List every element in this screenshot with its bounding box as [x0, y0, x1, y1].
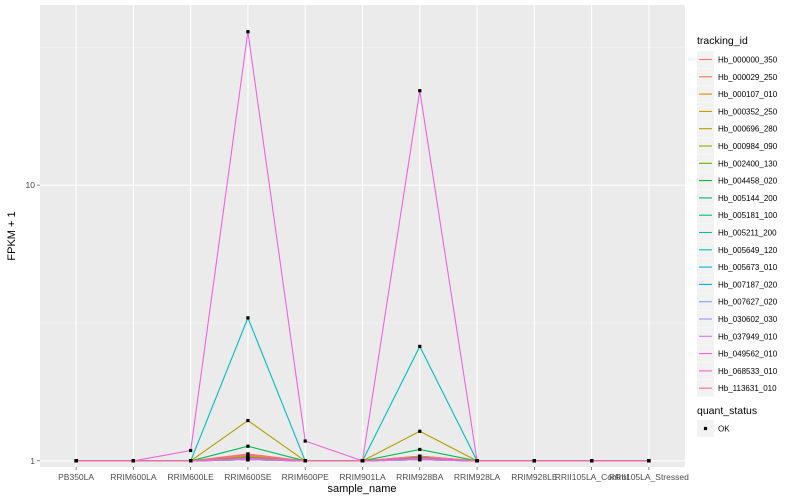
legend-label: Hb_002400_130: [718, 159, 778, 168]
y-axis: 1 10: [26, 180, 40, 466]
point-legend-label: OK: [718, 425, 730, 434]
x-tick-label: RRIM928BA: [396, 472, 444, 482]
data-point: [418, 344, 422, 349]
legend-label: Hb_000000_350: [718, 56, 778, 65]
x-tick-label: RRIM928LA: [454, 472, 501, 482]
x-tick-label: RRIM600LA: [110, 472, 157, 482]
legend-label: Hb_004458_020: [718, 177, 778, 186]
legend-label: Hb_049562_010: [718, 350, 778, 359]
data-point: [246, 453, 250, 457]
x-tick-label: RRIM600SE: [224, 472, 272, 482]
data-point: [475, 459, 479, 463]
legend: tracking_id Hb_000000_350Hb_000029_250Hb…: [697, 35, 778, 397]
point-legend: quant_status OK: [697, 405, 757, 437]
legend-label: Hb_037949_010: [718, 332, 778, 341]
x-tick-label: RRII105LA_Control: [555, 472, 629, 482]
data-point: [590, 459, 594, 463]
data-point: [131, 459, 135, 463]
y-tick-label: 10: [26, 180, 36, 190]
x-tick-label: RRIM600PE: [282, 472, 330, 482]
legend-label: Hb_000352_250: [718, 107, 778, 116]
y-axis-title: FPKM + 1: [6, 211, 18, 260]
x-tick-label: RRII105LA_Stressed: [609, 472, 689, 482]
data-point: [189, 448, 193, 453]
point-legend-title: quant_status: [697, 405, 757, 417]
data-point: [246, 444, 250, 448]
legend-label: Hb_007627_020: [718, 298, 778, 307]
data-point: [246, 418, 250, 423]
legend-label: Hb_005649_120: [718, 246, 778, 255]
legend-label: Hb_000107_010: [718, 90, 778, 99]
point-legend-marker: [703, 426, 708, 431]
point-legend-items: OK: [697, 420, 730, 437]
x-axis-title: sample_name: [327, 483, 396, 495]
legend-label: Hb_005144_200: [718, 194, 778, 203]
legend-label: Hb_005211_200: [718, 229, 777, 238]
legend-label: Hb_030602_030: [718, 315, 778, 324]
data-point: [189, 459, 193, 463]
data-point: [246, 30, 250, 34]
x-axis: PB350LA RRIM600LA RRIM600LE RRIM600SE RRIM60…: [58, 467, 689, 482]
data-point: [418, 429, 422, 433]
data-point: [246, 456, 250, 461]
legend-label: Hb_005673_010: [718, 263, 778, 272]
x-tick-label: PB350LA: [58, 472, 94, 482]
data-point: [418, 447, 422, 452]
data-point: [74, 459, 78, 463]
legend-label: Hb_000984_090: [718, 142, 778, 151]
data-point: [418, 454, 422, 458]
data-point: [418, 456, 422, 461]
data-point: [303, 439, 307, 443]
legend-label: Hb_113631_010: [718, 384, 777, 393]
legend-items: Hb_000000_350 Hb_000029_250 Hb_000107_010 H…: [697, 51, 778, 397]
data-point: [418, 89, 422, 93]
data-point: [360, 459, 365, 463]
legend-label: Hb_000696_280: [718, 125, 778, 134]
legend-label: Hb_007187_020: [718, 280, 778, 289]
legend-label: Hb_005181_100: [718, 211, 778, 220]
data-point: [647, 459, 651, 463]
legend-label: Hb_068533_010: [718, 367, 778, 376]
y-tick-label: 1: [30, 456, 35, 466]
data-point: [303, 459, 307, 463]
points: [74, 30, 651, 463]
data-point: [532, 459, 536, 463]
x-tick-label: RRIM600LE: [167, 472, 214, 482]
x-tick-label: RRIM928LE: [511, 472, 558, 482]
legend-title: tracking_id: [697, 35, 748, 47]
data-point: [246, 316, 250, 320]
x-tick-label: RRIM901LA: [339, 472, 386, 482]
legend-label: Hb_000029_250: [718, 73, 778, 82]
